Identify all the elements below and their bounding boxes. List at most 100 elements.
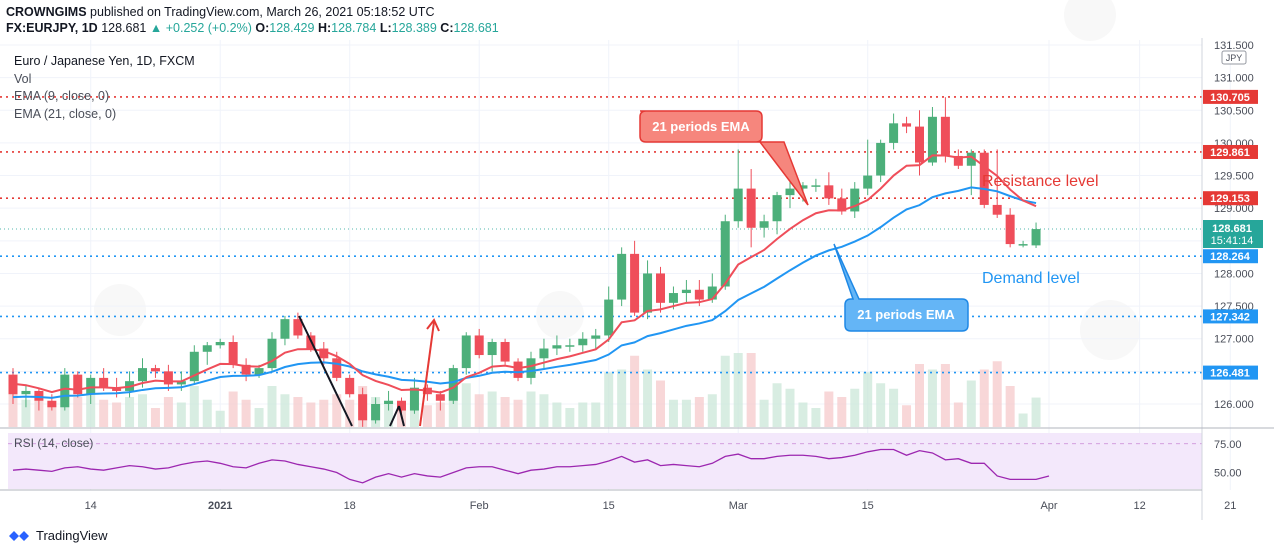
candle-body bbox=[435, 394, 445, 401]
candles bbox=[8, 97, 1041, 427]
candle-body bbox=[539, 348, 549, 359]
footer-brand: TradingView bbox=[36, 528, 108, 543]
level-price-tag bbox=[1203, 144, 1258, 159]
candle-body bbox=[241, 364, 251, 375]
volume-bars bbox=[8, 353, 1041, 427]
price-axis-labels: 130.705 129.861 129.153 128.264 127.342 126.4… bbox=[1203, 89, 1263, 380]
volume-bar bbox=[824, 391, 834, 427]
high-value: 128.784 bbox=[331, 21, 377, 35]
price-tick-label: 130.500 bbox=[1214, 105, 1254, 117]
time-tick-label: 18 bbox=[344, 500, 356, 512]
time-tick-label: 15 bbox=[603, 500, 615, 512]
candle-body bbox=[189, 351, 199, 382]
volume-bar bbox=[668, 399, 678, 427]
candle-body bbox=[604, 299, 614, 336]
volume-bar bbox=[720, 355, 730, 427]
volume-bar bbox=[876, 383, 886, 427]
ema-lines bbox=[12, 154, 1037, 399]
candle-body bbox=[176, 381, 186, 385]
volume-bar bbox=[215, 410, 225, 427]
price-tick-label: 129.000 bbox=[1214, 203, 1254, 215]
candle-body bbox=[746, 188, 756, 228]
volume-bar bbox=[772, 383, 782, 427]
volume-bar bbox=[837, 397, 847, 427]
candle-body bbox=[552, 345, 562, 349]
volume-bar bbox=[850, 388, 860, 427]
time-tick-label: 2021 bbox=[208, 500, 232, 512]
level-price-tag bbox=[1203, 249, 1258, 264]
candle-body bbox=[643, 273, 653, 313]
candle-body bbox=[86, 377, 96, 395]
level-price-text: 129.861 bbox=[1210, 147, 1250, 159]
volume-bar bbox=[345, 399, 355, 427]
volume-bar bbox=[927, 369, 937, 427]
candle-body bbox=[1031, 229, 1041, 246]
price-levels bbox=[0, 96, 1202, 374]
candle-body bbox=[526, 358, 536, 378]
open-value: 128.429 bbox=[269, 21, 315, 35]
arrow-up-head bbox=[426, 318, 440, 332]
volume-bar bbox=[422, 405, 432, 427]
volume-bar bbox=[228, 391, 238, 427]
volume-bar bbox=[1018, 413, 1028, 427]
trend-line-small-b bbox=[398, 405, 405, 427]
time-axis[interactable]: 14 2021 18 Feb 15 Mar 15 Apr 12 21 bbox=[85, 500, 1237, 512]
volume-bar bbox=[99, 399, 109, 427]
candle-body bbox=[668, 293, 678, 303]
candle-body bbox=[267, 338, 277, 369]
candle-body bbox=[280, 319, 290, 339]
trend-line-small bbox=[389, 405, 400, 427]
candle-body bbox=[785, 188, 795, 196]
volume-bar bbox=[112, 402, 122, 427]
volume-bar bbox=[707, 394, 717, 427]
legend-vol[interactable]: Vol bbox=[14, 71, 32, 86]
rsi-line bbox=[12, 448, 1050, 484]
published-text: published on TradingView.com, March 26, … bbox=[90, 5, 435, 19]
level-price-tag bbox=[1203, 309, 1258, 324]
arrow-up-line bbox=[419, 321, 435, 427]
volume-bar bbox=[578, 402, 588, 427]
publisher-name[interactable]: CROWNGIMS bbox=[6, 5, 87, 19]
candle-body bbox=[371, 404, 381, 421]
candle-body bbox=[73, 374, 83, 395]
candle-body bbox=[513, 361, 523, 378]
volume-bar bbox=[733, 353, 743, 427]
volume-bar bbox=[461, 383, 471, 427]
volume-bar bbox=[125, 397, 135, 427]
price-tick-label: 129.500 bbox=[1214, 171, 1254, 183]
change-text: +0.252 (+0.2%) bbox=[165, 21, 252, 35]
ema21-line bbox=[12, 186, 1037, 399]
candle-body bbox=[681, 289, 691, 294]
candle-body bbox=[1018, 244, 1028, 246]
volume-bar bbox=[979, 369, 989, 427]
candle-body bbox=[656, 273, 665, 303]
tradingview-footer[interactable]: TradingView bbox=[8, 528, 108, 543]
rsi-tick-label: 50.00 bbox=[1214, 468, 1242, 480]
candle-body bbox=[591, 335, 601, 339]
legend-ema9[interactable]: EMA (9, close, 0) bbox=[14, 89, 110, 103]
time-tick-label: 21 bbox=[1224, 500, 1236, 512]
volume-bar bbox=[384, 402, 394, 427]
volume-bar bbox=[966, 380, 976, 427]
price-tick-label: 127.000 bbox=[1214, 334, 1254, 346]
candle-body bbox=[34, 390, 44, 401]
drawings bbox=[298, 315, 440, 427]
legend-ema21[interactable]: EMA (21, close, 0) bbox=[14, 106, 117, 121]
level-price-text: 127.342 bbox=[1210, 311, 1250, 323]
volume-bar bbox=[487, 391, 497, 427]
level-price-tag bbox=[1203, 89, 1258, 104]
volume-bar bbox=[254, 408, 264, 427]
candle-body bbox=[940, 116, 950, 156]
time-tick-label: 14 bbox=[85, 500, 97, 512]
volume-bar bbox=[435, 402, 445, 427]
rsi-legend[interactable]: RSI (14, close) bbox=[14, 436, 94, 450]
volume-bar bbox=[643, 369, 653, 427]
volume-bar bbox=[293, 397, 303, 427]
volume-bar bbox=[319, 399, 329, 427]
volume-bar bbox=[332, 394, 342, 427]
volume-bar bbox=[953, 402, 963, 427]
candle-body bbox=[448, 368, 458, 401]
candle-body bbox=[163, 371, 173, 385]
time-tick-label: Mar bbox=[729, 500, 748, 512]
